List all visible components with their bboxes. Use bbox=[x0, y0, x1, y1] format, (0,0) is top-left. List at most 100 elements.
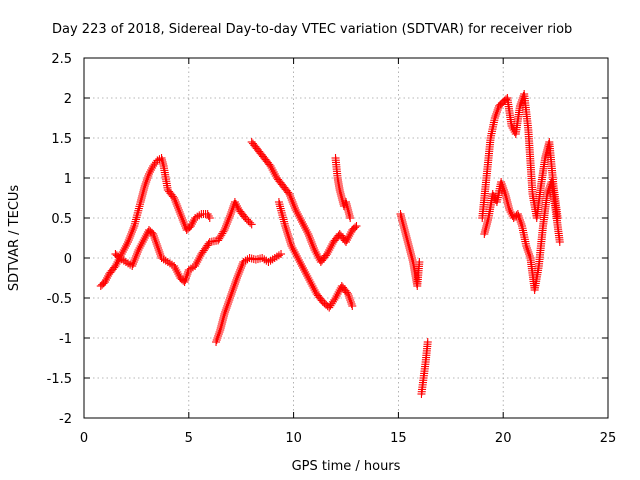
data-point bbox=[232, 276, 241, 284]
data-point bbox=[146, 168, 155, 176]
data-point bbox=[137, 240, 146, 248]
data-point bbox=[128, 226, 137, 234]
data-point bbox=[203, 210, 212, 218]
data-point bbox=[346, 214, 355, 222]
data-point bbox=[218, 229, 227, 238]
data-point bbox=[277, 206, 286, 215]
y-tick-label: -1 bbox=[59, 332, 72, 347]
data-point bbox=[230, 280, 239, 288]
data-point bbox=[178, 216, 187, 224]
data-point bbox=[154, 246, 163, 254]
data-point bbox=[216, 232, 225, 241]
data-point bbox=[118, 248, 127, 256]
data-point bbox=[295, 258, 304, 266]
data-point bbox=[141, 180, 150, 188]
data-point bbox=[523, 246, 532, 254]
data-point bbox=[515, 216, 524, 224]
data-point bbox=[285, 190, 294, 198]
data-point bbox=[222, 304, 231, 312]
data-point bbox=[133, 208, 142, 217]
data-point bbox=[268, 166, 277, 174]
data-point bbox=[309, 284, 318, 292]
data-point bbox=[138, 238, 147, 246]
data-point bbox=[222, 222, 231, 230]
data-point bbox=[117, 255, 126, 264]
data-point bbox=[347, 300, 356, 308]
data-point bbox=[144, 170, 153, 178]
data-point bbox=[497, 178, 506, 186]
data-point bbox=[294, 256, 303, 264]
data-point bbox=[287, 242, 296, 250]
data-point bbox=[490, 114, 499, 122]
data-point bbox=[506, 208, 515, 216]
data-point bbox=[343, 236, 352, 244]
data-point bbox=[306, 236, 315, 244]
data-point bbox=[214, 236, 223, 245]
data-point bbox=[304, 274, 313, 282]
data-point bbox=[346, 298, 355, 306]
data-point bbox=[283, 230, 292, 238]
data-point bbox=[505, 206, 514, 214]
data-point bbox=[305, 234, 314, 242]
data-point bbox=[191, 262, 200, 270]
data-point bbox=[187, 220, 196, 228]
data-point bbox=[122, 240, 131, 248]
data-point bbox=[274, 198, 283, 206]
data-point bbox=[522, 244, 531, 252]
data-point bbox=[296, 260, 305, 268]
data-point bbox=[303, 272, 312, 280]
data-point bbox=[132, 250, 141, 258]
data-point bbox=[293, 254, 302, 262]
data-point bbox=[130, 256, 139, 264]
data-point bbox=[212, 336, 221, 344]
data-point bbox=[153, 242, 162, 250]
data-point bbox=[165, 259, 174, 268]
data-point bbox=[129, 224, 138, 232]
data-point bbox=[514, 212, 523, 220]
data-point bbox=[308, 242, 317, 250]
data-point bbox=[100, 278, 109, 286]
data-point bbox=[236, 264, 245, 272]
data-point bbox=[172, 266, 181, 274]
data-point bbox=[285, 236, 294, 244]
data-point bbox=[323, 250, 332, 258]
data-point bbox=[346, 296, 355, 304]
data-point bbox=[111, 262, 120, 270]
data-point bbox=[493, 106, 502, 114]
data-point bbox=[113, 258, 122, 266]
data-point bbox=[295, 214, 304, 222]
data-point bbox=[131, 217, 140, 226]
data-point bbox=[224, 298, 233, 306]
y-tick-label: -1.5 bbox=[47, 372, 72, 387]
data-point bbox=[525, 252, 534, 260]
data-point bbox=[300, 266, 309, 274]
data-point bbox=[325, 246, 334, 254]
y-tick-label: -0.5 bbox=[47, 292, 72, 307]
data-point bbox=[221, 224, 230, 232]
data-point bbox=[129, 258, 138, 266]
data-point bbox=[351, 223, 360, 232]
data-point bbox=[303, 228, 312, 236]
data-point bbox=[293, 210, 302, 218]
data-point bbox=[332, 292, 341, 300]
data-point bbox=[124, 238, 133, 246]
data-point bbox=[150, 234, 159, 242]
data-point bbox=[288, 244, 297, 252]
data-point bbox=[239, 258, 248, 266]
data-point bbox=[182, 274, 191, 282]
data-point bbox=[171, 198, 180, 206]
data-point bbox=[267, 164, 276, 172]
data-point bbox=[180, 220, 189, 228]
data-point bbox=[180, 278, 189, 286]
data-point bbox=[276, 204, 285, 213]
data-point bbox=[225, 214, 234, 222]
data-point bbox=[173, 202, 182, 210]
data-point bbox=[326, 244, 335, 252]
data-point bbox=[301, 224, 310, 232]
data-point bbox=[215, 328, 224, 336]
data-point bbox=[342, 238, 350, 246]
data-point bbox=[305, 276, 314, 284]
data-point bbox=[221, 306, 230, 314]
data-point bbox=[286, 238, 295, 246]
data-point bbox=[277, 208, 286, 217]
